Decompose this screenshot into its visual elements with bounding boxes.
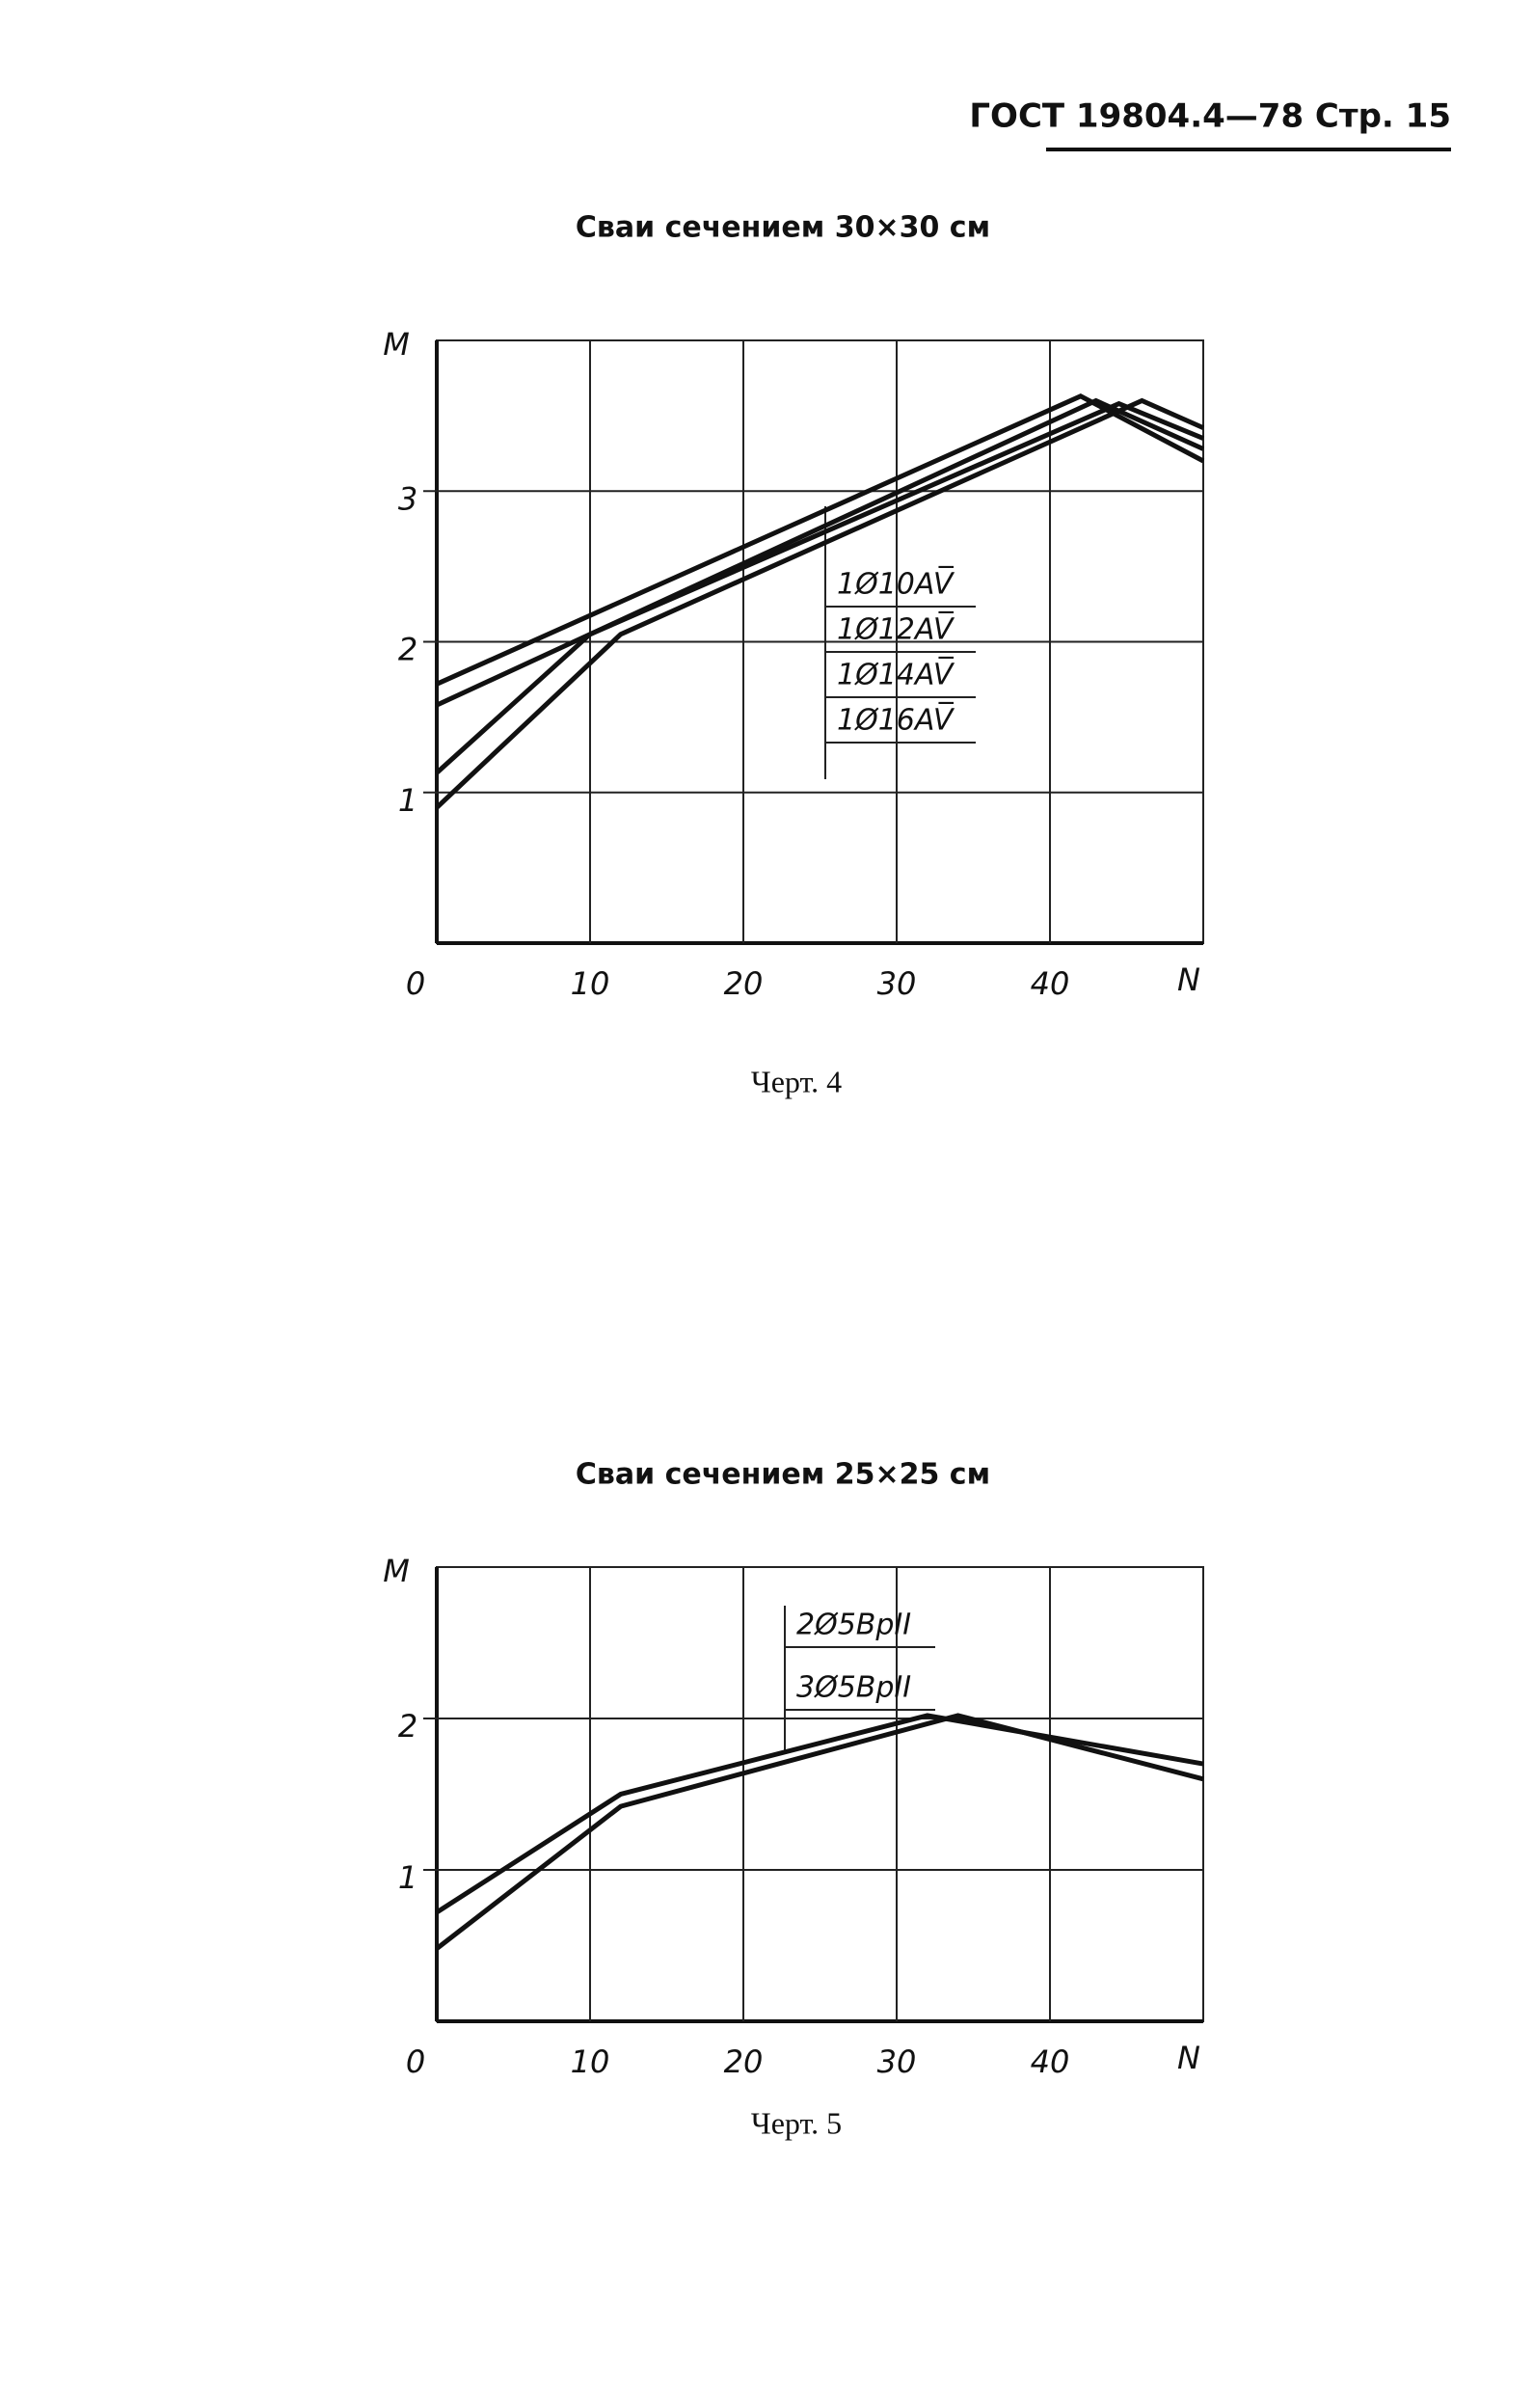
x-tick-label: 30 [877, 965, 917, 1002]
chart-title: Сваи сечением 25×25 см [576, 1458, 990, 1492]
legend-label: 1Ø16AV̅ [837, 701, 955, 737]
y-tick-label: 1 [398, 782, 417, 819]
series-line [435, 397, 1205, 708]
y-tick-label: 1 [398, 1859, 417, 1896]
x-tick-label: 0 [406, 2043, 425, 2080]
chart-title: Сваи сечением 30×30 см [576, 211, 990, 245]
legend-label: 1Ø12AV̅ [837, 610, 955, 646]
x-tick-label: 30 [877, 2043, 917, 2080]
series-line [435, 1713, 1204, 1951]
y-tick-label: 2 [398, 1708, 417, 1745]
x-tick-label: 20 [724, 965, 764, 1002]
chart-caption: Черт. 4 [751, 1064, 842, 1098]
x-tick-label: 40 [1031, 2043, 1070, 2080]
page-header: ГОСТ 19804.4—78 Стр. 15 [969, 97, 1451, 136]
x-tick-label: 0 [406, 965, 425, 1002]
y-axis-label: M [383, 326, 410, 363]
y-axis-label: M [383, 1553, 410, 1589]
legend-label: 1Ø14AV̅ [837, 656, 955, 691]
series-line [435, 397, 1205, 810]
y-tick-label: 2 [398, 632, 417, 668]
x-axis-label: N [1177, 2040, 1200, 2076]
x-tick-label: 10 [571, 965, 610, 1002]
chart-caption: Черт. 5 [751, 2105, 842, 2140]
x-tick-label: 40 [1031, 965, 1070, 1002]
legend-label: 2Ø5ВрII [796, 1609, 911, 1642]
x-tick-label: 10 [571, 2043, 610, 2080]
y-tick-label: 3 [398, 480, 417, 517]
series-line [435, 393, 1205, 687]
series-line [435, 1713, 1204, 1915]
x-tick-label: 20 [724, 2043, 764, 2080]
x-axis-label: N [1177, 961, 1200, 998]
legend-label: 3Ø5ВрII [796, 1671, 911, 1705]
legend-label: 1Ø10AV̅ [837, 565, 955, 601]
series-line [435, 400, 1204, 775]
